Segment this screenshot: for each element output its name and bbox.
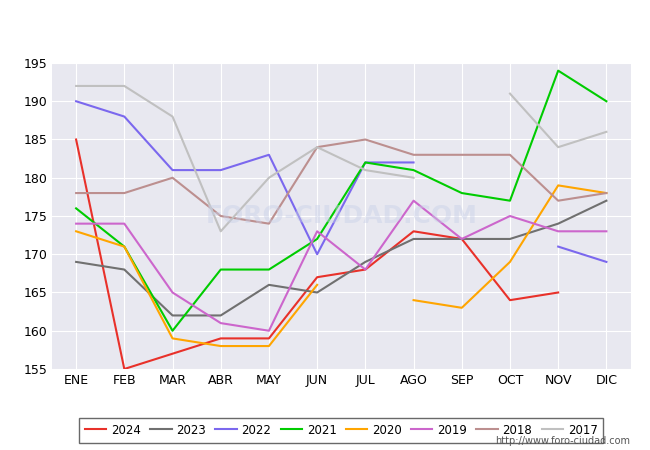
Legend: 2024, 2023, 2022, 2021, 2020, 2019, 2018, 2017: 2024, 2023, 2022, 2021, 2020, 2019, 2018…	[79, 418, 603, 442]
Text: http://www.foro-ciudad.com: http://www.foro-ciudad.com	[495, 436, 630, 446]
Text: Afiliados en Ataquines a 30/11/2024: Afiliados en Ataquines a 30/11/2024	[162, 18, 488, 36]
Text: FORO-CIUDAD.COM: FORO-CIUDAD.COM	[205, 204, 477, 228]
